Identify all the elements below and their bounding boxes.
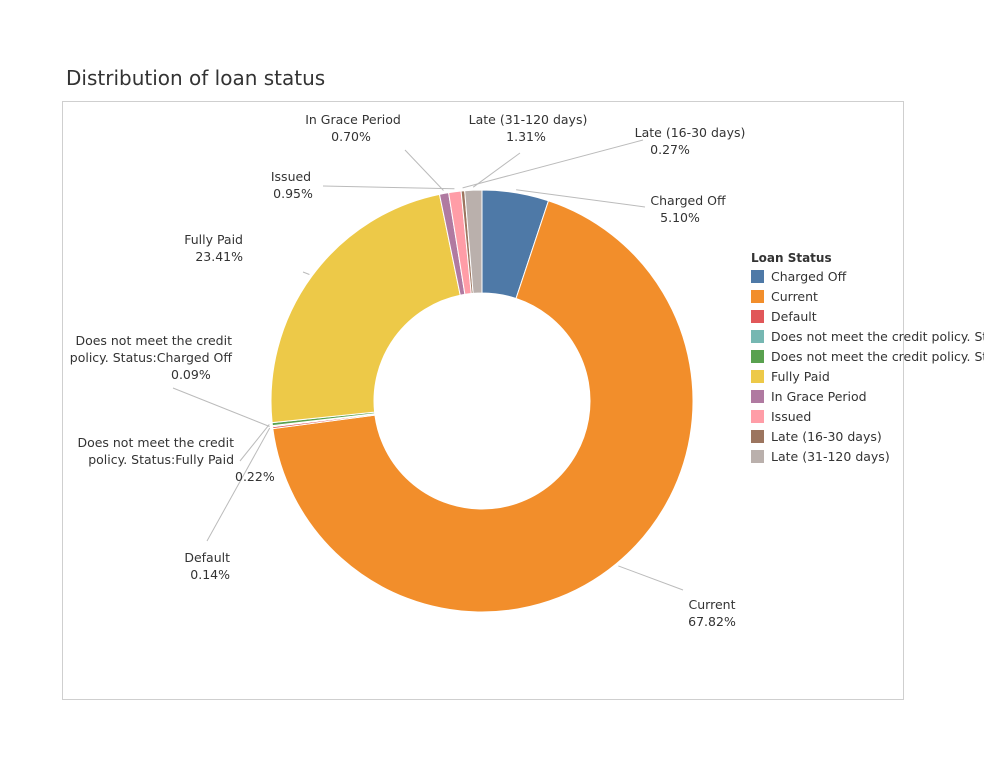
legend-swatch (751, 329, 764, 343)
legend-item-does-not-meet-the-credit-policy-status-fully-paid: Does not meet the credit policy. Status:… (751, 346, 984, 366)
slice-value-late-16-30-days: 0.27% (650, 142, 690, 157)
legend-swatch (751, 409, 764, 423)
slice-name-charged-off: Charged Off (650, 193, 726, 208)
slice-name-does-not-meet-the-credit-policy-status-fully-paid-1: Does not meet the credit (77, 435, 234, 450)
slice-value-default: 0.14% (190, 567, 230, 582)
slice-labels: Charged Off 5.10% Current 67.82% Default 0.14… (70, 112, 746, 629)
leader-charged-off (516, 189, 646, 208)
slice-name-current: Current (689, 597, 736, 612)
slice-name-does-not-meet-the-credit-policy-status-fully-paid-2: policy. Status:Fully Paid (88, 452, 234, 467)
legend-item-late-31-120-days: Late (31-120 days) (751, 446, 984, 466)
legend-title: Loan Status (751, 251, 832, 265)
legend-item-issued: Issued (751, 406, 984, 426)
slice-value-charged-off: 5.10% (660, 210, 700, 225)
chart-frame (62, 101, 904, 700)
slice-late-31-120-days (464, 189, 483, 294)
legend-swatch (751, 429, 764, 443)
leader-fully-paid (302, 271, 310, 275)
leader-late-31-120-days (472, 152, 521, 188)
legend-label: Late (16-30 days) (771, 428, 882, 444)
slice-value-fully-paid: 23.41% (195, 249, 243, 264)
legend-item-charged-off: Charged Off (751, 266, 984, 286)
donut-slices (270, 189, 694, 613)
legend-label: Charged Off (771, 268, 847, 284)
slice-current (272, 200, 694, 613)
slice-name-does-not-meet-the-credit-policy-status-charged-off-2: policy. Status:Charged Off (70, 350, 233, 365)
legend-item-late-16-30-days: Late (16-30 days) (751, 426, 984, 446)
legend-label: In Grace Period (771, 388, 867, 404)
legend-item-current: Current (751, 286, 984, 306)
legend-swatch (751, 289, 764, 303)
legend-swatch (751, 309, 764, 323)
legend-items: Charged Off Current Default Does not meet t… (751, 266, 984, 466)
legend-swatch (751, 389, 764, 403)
leader-issued (322, 185, 455, 190)
legend-label: Default (771, 308, 817, 324)
slice-value-does-not-meet-the-credit-policy-status-charged-off: 0.09% (171, 367, 211, 382)
leader-in-grace-period (404, 149, 444, 191)
chart-title: Distribution of loan status (66, 66, 326, 90)
slice-name-default: Default (184, 550, 230, 565)
leader-current (618, 565, 684, 591)
slice-value-late-31-120-days: 1.31% (506, 129, 546, 144)
legend: Loan Status Charged Off Current Default Doe… (751, 250, 984, 466)
slice-name-fully-paid: Fully Paid (184, 232, 243, 247)
legend-label: Does not meet the credit policy. Status:… (771, 348, 984, 364)
slice-value-current: 67.82% (688, 614, 736, 629)
legend-label: Fully Paid (771, 368, 830, 384)
legend-label: Current (771, 288, 818, 304)
legend-item-fully-paid: Fully Paid (751, 366, 984, 386)
legend-item-default: Default (751, 306, 984, 326)
slice-value-in-grace-period: 0.70% (331, 129, 371, 144)
slice-name-late-31-120-days: Late (31-120 days) (469, 112, 588, 127)
leader-late-16-30-days (462, 139, 644, 189)
legend-swatch (751, 449, 764, 463)
legend-label: Late (31-120 days) (771, 448, 890, 464)
slice-value-issued: 0.95% (273, 186, 313, 201)
slice-name-does-not-meet-the-credit-policy-status-charged-off-1: Does not meet the credit (75, 333, 232, 348)
legend-item-in-grace-period: In Grace Period (751, 386, 984, 406)
legend-swatch (751, 369, 764, 383)
slice-fully-paid (270, 193, 461, 424)
slice-name-late-16-30-days: Late (16-30 days) (635, 125, 746, 140)
legend-swatch (751, 349, 764, 363)
leader-lines (172, 139, 684, 591)
leader-default (206, 427, 271, 542)
slice-value-does-not-meet-the-credit-policy-status-fully-paid: 0.22% (235, 469, 275, 484)
slice-name-issued: Issued (271, 169, 311, 184)
leader-does-not-meet-the-credit-policy-status-fully-paid (239, 424, 270, 462)
leader-does-not-meet-the-credit-policy-status-charged-off (172, 387, 270, 427)
legend-label: Issued (771, 408, 812, 424)
legend-item-does-not-meet-the-credit-policy-status-charged-off: Does not meet the credit policy. Status:… (751, 326, 984, 346)
legend-swatch (751, 269, 764, 283)
legend-label: Does not meet the credit policy. Status:… (771, 328, 984, 344)
slice-name-in-grace-period: In Grace Period (305, 112, 401, 127)
